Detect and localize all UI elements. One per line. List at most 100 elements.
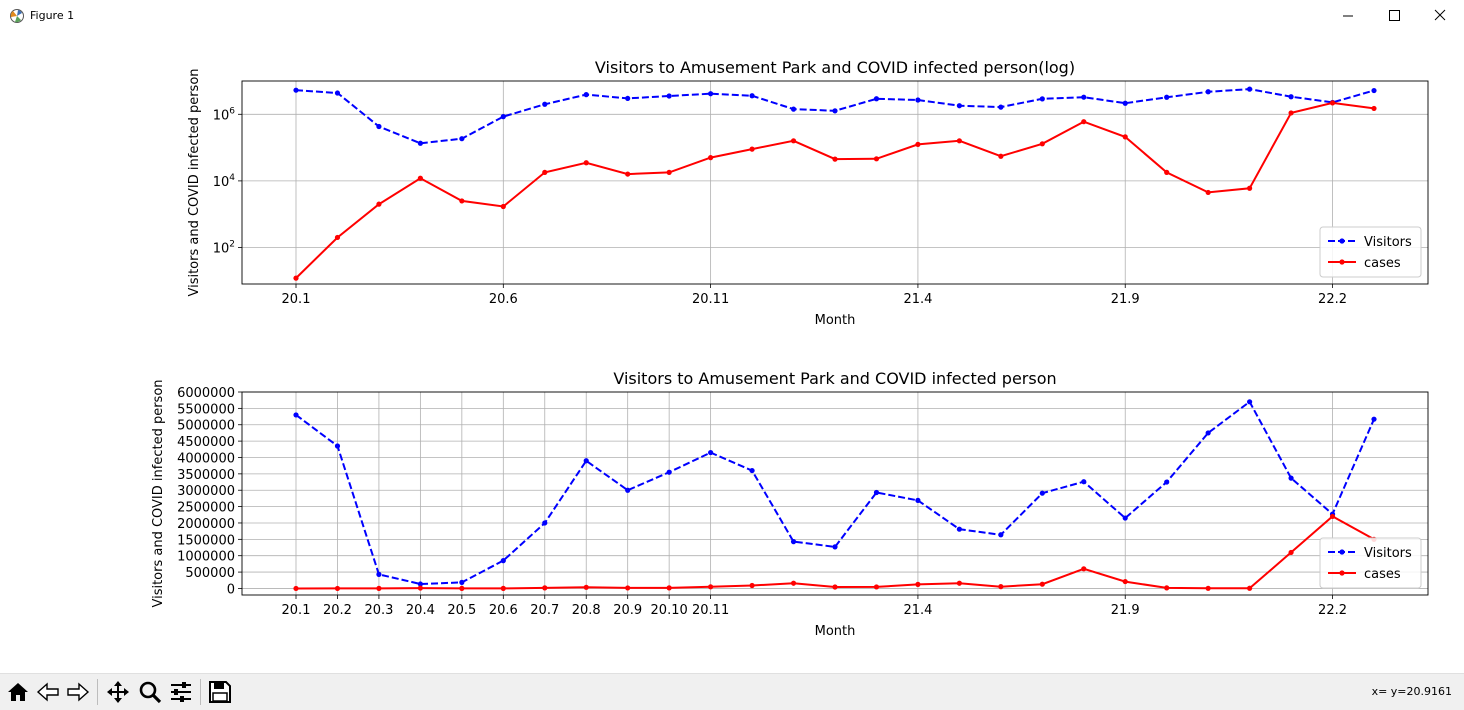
data-point-cases xyxy=(915,141,921,147)
back-button[interactable] xyxy=(33,677,63,707)
data-point-cases xyxy=(708,584,714,590)
y-tick-label: 3500000 xyxy=(177,468,235,483)
forward-button[interactable] xyxy=(63,677,93,707)
data-point-cases xyxy=(542,169,548,175)
data-point-visitors xyxy=(293,412,299,418)
x-tick-label: 20.10 xyxy=(651,603,688,618)
data-point-cases xyxy=(956,138,962,144)
y-tick-exponent: 6 xyxy=(229,106,235,116)
forward-arrow-icon xyxy=(67,682,90,702)
data-point-cases xyxy=(1164,585,1170,591)
maximize-button[interactable] xyxy=(1371,0,1417,32)
data-point-visitors xyxy=(417,140,423,146)
x-axis-label: Month xyxy=(815,624,856,639)
data-point-visitors xyxy=(873,489,880,496)
window-title: Figure 1 xyxy=(30,9,75,22)
zoom-icon xyxy=(139,681,162,704)
data-point-cases xyxy=(1288,549,1294,556)
y-tick-label: 3000000 xyxy=(177,484,235,499)
data-point-cases xyxy=(832,584,838,590)
data-point-visitors xyxy=(1371,87,1377,94)
data-point-visitors xyxy=(1288,475,1294,481)
data-point-cases xyxy=(1039,581,1045,587)
x-tick-label: 20.1 xyxy=(282,292,311,307)
data-point-visitors xyxy=(417,581,423,587)
x-axis-label: Month xyxy=(815,313,856,328)
data-point-visitors xyxy=(915,97,921,103)
y-tick-base: 10 xyxy=(213,175,230,190)
toolbar-separator xyxy=(200,679,201,705)
data-point-cases xyxy=(1122,578,1128,585)
y-tick-base: 10 xyxy=(213,108,230,123)
data-point-visitors xyxy=(583,92,589,98)
data-point-visitors xyxy=(459,579,465,585)
data-point-cases xyxy=(790,138,797,144)
y-tick-label: 5000000 xyxy=(177,419,235,434)
zoom-button[interactable] xyxy=(135,677,165,707)
close-button[interactable] xyxy=(1418,0,1464,32)
data-point-visitors xyxy=(1205,89,1211,95)
data-point-visitors xyxy=(956,526,962,532)
data-point-visitors xyxy=(1371,416,1377,422)
y-tick-label: 104 xyxy=(213,173,236,190)
data-point-cases xyxy=(873,584,880,590)
data-point-cases xyxy=(956,580,962,586)
y-tick-label: 106 xyxy=(213,106,236,123)
y-tick-exponent: 2 xyxy=(229,239,235,249)
data-point-cases xyxy=(417,175,423,181)
data-point-cases xyxy=(998,584,1004,590)
pan-button[interactable] xyxy=(103,677,133,707)
y-tick-label: 0 xyxy=(227,582,235,597)
legend-marker-cases xyxy=(1339,259,1345,265)
y-tick-label: 2500000 xyxy=(177,501,235,516)
home-icon xyxy=(8,683,28,701)
y-tick-label: 102 xyxy=(213,239,235,256)
legend-marker-visitors xyxy=(1339,549,1345,555)
series-line-visitors xyxy=(295,400,1375,586)
maximize-icon xyxy=(1389,10,1400,21)
y-tick-label: 1000000 xyxy=(177,550,235,565)
pan-icon xyxy=(107,681,129,703)
data-point-visitors xyxy=(1122,100,1128,106)
save-button[interactable] xyxy=(205,677,235,707)
window-titlebar: Figure 1 xyxy=(0,0,1464,32)
data-point-visitors xyxy=(500,114,506,120)
legend-label-visitors: Visitors xyxy=(1364,235,1412,250)
data-point-cases xyxy=(1329,100,1336,106)
data-point-cases xyxy=(998,153,1004,159)
y-tick-label: 500000 xyxy=(185,566,235,581)
data-point-visitors xyxy=(542,101,548,107)
y-tick-label: 4500000 xyxy=(177,435,235,450)
data-point-cases xyxy=(1164,169,1170,175)
save-icon xyxy=(209,681,231,703)
data-point-visitors xyxy=(1288,94,1294,100)
data-point-visitors xyxy=(956,103,962,109)
data-point-visitors xyxy=(666,93,672,99)
x-tick-label: 20.7 xyxy=(530,603,559,618)
minimize-button[interactable] xyxy=(1325,0,1371,32)
data-point-visitors xyxy=(334,90,341,96)
data-point-visitors xyxy=(998,532,1004,538)
configure-subplots-button[interactable] xyxy=(166,677,196,707)
data-point-visitors xyxy=(1164,94,1170,100)
data-point-visitors xyxy=(500,558,506,564)
data-point-visitors xyxy=(1205,430,1211,436)
data-point-visitors xyxy=(1164,479,1170,485)
data-point-visitors xyxy=(915,497,921,503)
home-button[interactable] xyxy=(3,677,33,707)
data-point-cases xyxy=(1122,134,1128,140)
x-tick-label: 21.4 xyxy=(903,292,932,307)
data-point-visitors xyxy=(376,123,382,130)
x-tick-label: 20.5 xyxy=(447,603,476,618)
data-point-visitors xyxy=(790,106,797,112)
x-tick-label: 20.1 xyxy=(282,603,311,618)
x-tick-label: 20.3 xyxy=(364,603,393,618)
data-point-visitors xyxy=(334,443,341,449)
x-tick-label: 20.4 xyxy=(406,603,435,618)
data-point-cases xyxy=(666,169,672,175)
data-point-cases xyxy=(500,585,506,591)
minimize-icon xyxy=(1343,15,1353,17)
data-point-cases xyxy=(873,156,880,162)
x-tick-label: 21.9 xyxy=(1111,292,1140,307)
figure-canvas[interactable]: 20.1 20.6 20.11 21.4 21.9 22.2 102 104 106 Visito… xyxy=(0,32,1464,673)
